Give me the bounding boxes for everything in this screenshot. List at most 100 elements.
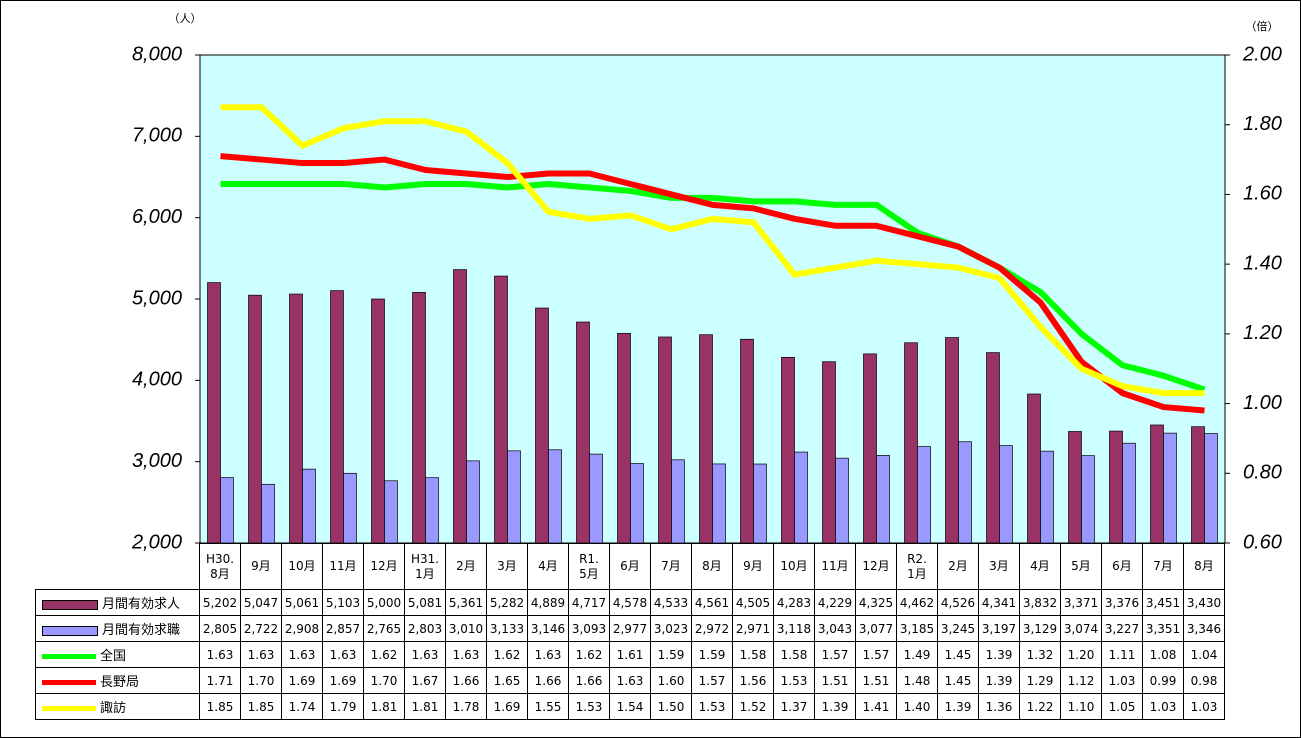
- bar: [1122, 442, 1136, 544]
- bar: [507, 450, 521, 544]
- bar: [371, 298, 385, 544]
- table-value: 1.20: [1060, 641, 1102, 668]
- bar: [999, 445, 1013, 544]
- x-tick-label: 7月: [1142, 543, 1184, 590]
- table-value: 1.71: [199, 667, 241, 694]
- line-series: [220, 104, 1205, 397]
- bar: [535, 307, 549, 544]
- table-value: 1.59: [650, 641, 692, 668]
- table-value: 1.08: [1142, 641, 1184, 668]
- table-value: 1.53: [568, 693, 610, 720]
- table-value: 1.60: [650, 667, 692, 694]
- table-value: 4,717: [568, 589, 610, 616]
- bar: [548, 449, 562, 544]
- table-value: 1.22: [1019, 693, 1061, 720]
- y-tick-label: 2,000: [131, 531, 182, 553]
- table-row: 長野局 1.71 1.70 1.69 1.69 1.70 1.67 1.66 1.65 1.66 1…: [35, 667, 1225, 694]
- bar: [630, 463, 644, 544]
- legend-label: 諏訪: [100, 701, 127, 716]
- bar: [261, 483, 275, 544]
- table-value: 1.40: [896, 693, 938, 720]
- table-value: 1.58: [732, 641, 774, 668]
- table-value: 5,047: [240, 589, 282, 616]
- x-tick-label: R1. 5月: [568, 543, 610, 590]
- legend-label: 月間有効求職: [102, 623, 181, 638]
- table-value: 1.74: [281, 693, 323, 720]
- table-value: 3,129: [1019, 615, 1061, 642]
- bar: [1081, 455, 1095, 544]
- bar: [248, 294, 262, 544]
- table-value: 1.85: [240, 693, 282, 720]
- table-value: 1.69: [486, 693, 528, 720]
- bar: [876, 455, 890, 544]
- table-value: 1.65: [486, 667, 528, 694]
- table-value: 3,118: [773, 615, 815, 642]
- table-value: 4,462: [896, 589, 938, 616]
- table-value: 3,010: [445, 615, 487, 642]
- x-tick-label: 6月: [1101, 543, 1143, 590]
- table-value: 1.53: [773, 667, 815, 694]
- x-tick-label: 5月: [1060, 543, 1102, 590]
- bar: [207, 282, 221, 544]
- bar: [220, 477, 234, 544]
- legend-swatch: [42, 706, 96, 711]
- table-row: 諏訪 1.85 1.85 1.74 1.79 1.81 1.81 1.78 1.69 1.55 1.…: [35, 693, 1225, 720]
- table-value: 3,376: [1101, 589, 1143, 616]
- bar: [1068, 431, 1082, 544]
- x-tick-label: 9月: [240, 543, 282, 590]
- table-value: 4,505: [732, 589, 774, 616]
- table-value: 1.45: [937, 667, 979, 694]
- table-value: 5,000: [363, 589, 405, 616]
- table-value: 1.63: [404, 641, 446, 668]
- table-value: 3,351: [1142, 615, 1184, 642]
- table-value: 5,202: [199, 589, 241, 616]
- table-value: 3,227: [1101, 615, 1143, 642]
- bar: [1027, 393, 1041, 544]
- y2-tick-label: 1.20: [1243, 322, 1282, 344]
- y2-tick-label: 1.40: [1243, 252, 1282, 274]
- table-value: 2,972: [691, 615, 733, 642]
- table-value: 0.98: [1183, 667, 1225, 694]
- table-value: 1.66: [445, 667, 487, 694]
- y-tick-label: 6,000: [132, 206, 182, 228]
- table-value: 1.57: [691, 667, 733, 694]
- x-tick-label: 4月: [527, 543, 569, 590]
- table-value: 1.51: [855, 667, 897, 694]
- y-unit: （人）: [169, 12, 202, 25]
- x-tick-label: H31. 1月: [404, 543, 446, 590]
- table-value: 1.63: [281, 641, 323, 668]
- bar: [330, 290, 344, 544]
- table-value: 1.04: [1183, 641, 1225, 668]
- table-value: 1.11: [1101, 641, 1143, 668]
- bar: [576, 321, 590, 544]
- y-tick-label: 7,000: [132, 125, 182, 147]
- bar: [453, 269, 467, 544]
- y2-unit: （倍）: [1246, 19, 1279, 33]
- table-value: 1.69: [322, 667, 364, 694]
- y-tick-label: 4,000: [132, 369, 182, 391]
- x-tick-label: 3月: [486, 543, 528, 590]
- table-value: 2,857: [322, 615, 364, 642]
- bar: [466, 460, 480, 544]
- bar: [753, 463, 767, 544]
- table-value: 1.51: [814, 667, 856, 694]
- bar: [617, 332, 631, 544]
- x-tick-label: 10月: [281, 543, 323, 590]
- bar: [835, 457, 849, 544]
- table-value: 5,282: [486, 589, 528, 616]
- table-value: 1.63: [445, 641, 487, 668]
- table-value: 1.57: [855, 641, 897, 668]
- legend-label: 全国: [100, 649, 127, 664]
- x-tick-label: H30. 8月: [199, 543, 241, 590]
- bar: [589, 453, 603, 544]
- table-corner: [36, 544, 200, 590]
- bar: [343, 472, 357, 544]
- table-value: 4,341: [978, 589, 1020, 616]
- table-value: 2,971: [732, 615, 774, 642]
- x-tick-label: 6月: [609, 543, 651, 590]
- legend-label: 月間有効求人: [102, 597, 181, 612]
- bar: [863, 353, 877, 544]
- table-value: 3,185: [896, 615, 938, 642]
- table-value: 4,889: [527, 589, 569, 616]
